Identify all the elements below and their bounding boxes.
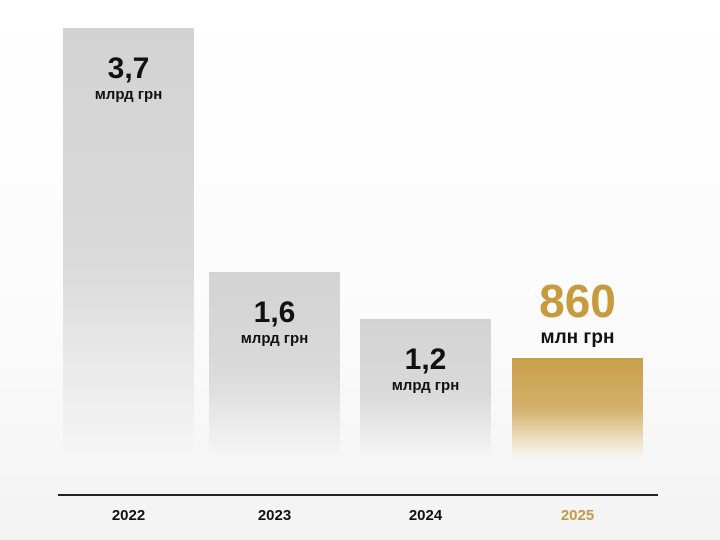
unit-label-2023: млрд грн — [240, 330, 309, 348]
unit-label-2025: млн грн — [540, 327, 615, 349]
unit-label-2022: млрд грн — [94, 86, 163, 103]
bar-2025 — [512, 358, 643, 458]
value-label-2022: 3,7 — [107, 52, 150, 85]
bar-2022 — [63, 28, 194, 458]
x-tick-2025: 2025 — [560, 507, 595, 524]
value-label-2024: 1,2 — [404, 342, 447, 376]
value-label-2023: 1,6 — [253, 296, 296, 330]
x-axis-line — [58, 494, 658, 496]
value-label-2025: 860 — [539, 275, 616, 328]
x-tick-2022: 2022 — [111, 507, 146, 524]
x-tick-2023: 2023 — [257, 507, 292, 524]
x-tick-2024: 2024 — [408, 507, 443, 524]
unit-label-2024: млрд грн — [391, 376, 460, 394]
bar-2023 — [209, 272, 340, 458]
bar-2024 — [360, 318, 491, 458]
